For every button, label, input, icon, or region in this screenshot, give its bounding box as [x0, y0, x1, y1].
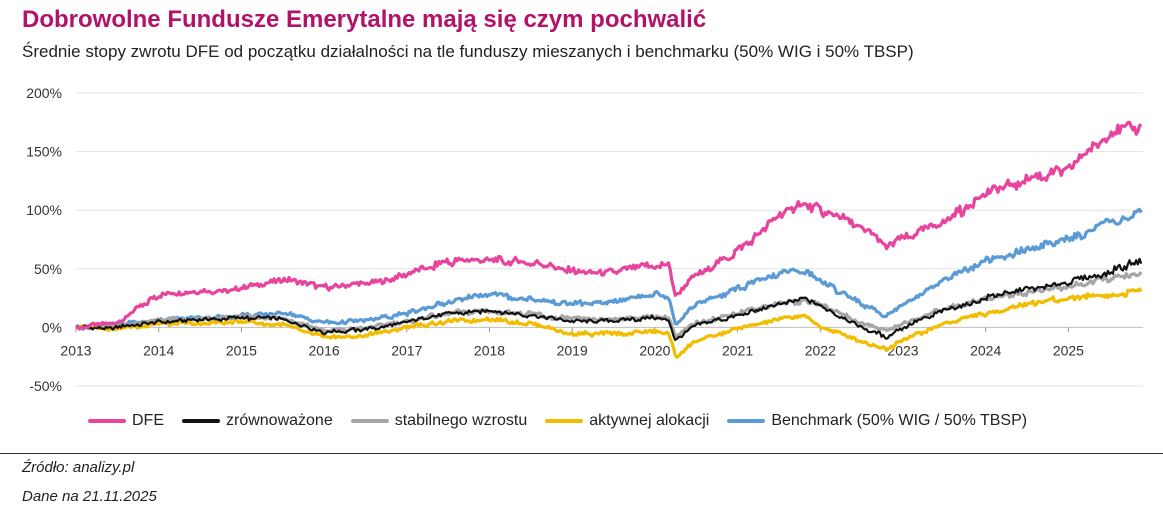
- x-tick-label: 2025: [1053, 342, 1084, 358]
- legend-item: stabilnego wzrostu: [350, 412, 528, 430]
- footer-divider: [0, 453, 1163, 454]
- y-tick-label: 100%: [26, 202, 62, 218]
- x-tick-label: 2024: [970, 342, 1001, 358]
- chart-subtitle: Średnie stopy zwrotu DFE od początku dzi…: [22, 42, 914, 61]
- source-note: Źródło: analizy.pl: [22, 459, 135, 476]
- y-tick-label: 150%: [26, 144, 62, 160]
- legend-swatch: [350, 419, 389, 423]
- legend: DFE zrównoważone stabilnego wzrostu aktywne…: [88, 412, 1045, 430]
- data-date-note: Dane na 21.11.2025: [22, 488, 157, 505]
- y-tick-label: -50%: [29, 378, 62, 394]
- y-axis-ticks: 200% 150% 100% 50% 0% -50%: [26, 85, 62, 394]
- y-tick-label: 0%: [42, 319, 62, 335]
- x-tick-label: 2018: [474, 342, 505, 358]
- legend-item: Benchmark (50% WIG / 50% TBSP): [727, 412, 1027, 430]
- y-tick-label: 50%: [34, 261, 62, 277]
- x-tick-label: 2014: [143, 342, 174, 358]
- legend-label: stabilnego wzrostu: [394, 412, 528, 429]
- legend-swatch: [88, 419, 126, 423]
- x-tick-label: 2020: [639, 342, 670, 358]
- x-tick-label: 2016: [309, 342, 340, 358]
- x-tick-label: 2013: [60, 342, 91, 358]
- x-tick-label: 2017: [391, 342, 422, 358]
- legend-item: aktywnej alokacji: [545, 412, 709, 430]
- legend-label: zrównoważone: [226, 412, 333, 429]
- series-lines: [74, 120, 1143, 359]
- x-tick-label: 2021: [722, 342, 753, 358]
- x-tick-label: 2015: [226, 342, 257, 358]
- y-tick-label: 200%: [26, 85, 62, 101]
- line-chart: 200% 150% 100% 50% 0% -50% 2013 2014 2015 2016 20…: [26, 85, 1143, 394]
- legend-swatch: [727, 419, 766, 423]
- legend-item: DFE: [88, 412, 164, 430]
- x-tick-label: 2019: [557, 342, 588, 358]
- legend-label: aktywnej alokacji: [589, 412, 710, 429]
- legend-swatch: [545, 419, 584, 423]
- x-tick-label: 2022: [805, 342, 836, 358]
- legend-label: DFE: [132, 412, 164, 429]
- series-line-3: [75, 287, 1143, 359]
- series-line-0: [75, 120, 1143, 331]
- legend-swatch: [182, 419, 220, 423]
- chart-title: Dobrowolne Fundusze Emerytalne mają się …: [22, 6, 707, 33]
- legend-label: Benchmark (50% WIG / 50% TBSP): [771, 412, 1028, 429]
- legend-item: zrównoważone: [182, 412, 333, 430]
- series-line-1: [75, 257, 1143, 341]
